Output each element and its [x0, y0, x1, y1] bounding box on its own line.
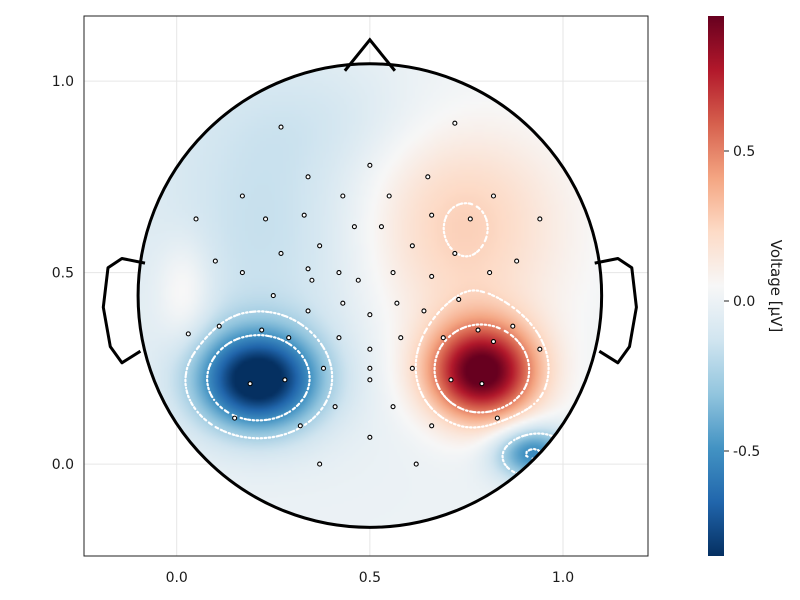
colorbar-tick-label: 0.5: [733, 144, 755, 160]
electrode-marker: [336, 335, 342, 341]
electrode-marker: [340, 300, 346, 306]
head-circle: [136, 62, 604, 529]
electrode-marker: [429, 273, 435, 279]
electrode-marker: [421, 308, 427, 314]
electrode-marker: [514, 258, 520, 264]
colorbar-gradient: [708, 16, 724, 556]
electrode-marker: [305, 174, 311, 180]
electrode-marker: [440, 335, 446, 341]
electrode-marker: [386, 193, 392, 199]
electrode-marker: [367, 312, 373, 318]
electrode-marker: [413, 461, 419, 467]
electrode-marker: [367, 377, 373, 383]
electrode-marker: [429, 423, 435, 429]
nose-shape: [343, 37, 397, 72]
electrode-marker: [490, 338, 497, 345]
head-outline: [101, 37, 638, 529]
electrode-marker: [216, 323, 222, 329]
electrode-marker: [398, 335, 404, 341]
electrode-marker: [340, 193, 346, 199]
electrode-marker: [355, 277, 361, 283]
electrode-marker: [309, 277, 315, 283]
axis-ticks: 0.0 0.5 1.0 0.0 0.5 1.0: [52, 74, 574, 586]
electrode-marker: [390, 404, 396, 410]
electrode-marker: [537, 346, 543, 352]
electrode-marker: [278, 124, 284, 130]
electrode-marker: [278, 250, 284, 256]
electrode-marker: [448, 377, 454, 383]
colorbar: -0.5 0.0 0.5 Voltage [µV]: [708, 16, 785, 556]
y-tick-label: 1.0: [52, 74, 74, 90]
electrode-marker: [336, 270, 342, 276]
electrode-marker: [305, 308, 311, 314]
electrode-marker: [301, 212, 307, 218]
y-tick-label: 0.5: [52, 266, 74, 282]
electrode-marker: [494, 415, 500, 421]
electrode-marker: [537, 216, 543, 222]
electrode-marker: [467, 216, 473, 222]
electrode-marker: [259, 327, 265, 333]
electrode-marker: [475, 327, 481, 333]
electrode-marker: [510, 323, 516, 329]
electrode-marker: [429, 212, 435, 218]
axes-frame: [83, 15, 649, 557]
electrode-marker: [394, 300, 400, 306]
x-tick-label: 1.0: [552, 570, 574, 586]
electrode-marker: [232, 415, 238, 421]
electrode-marker: [452, 120, 458, 126]
electrode-marker: [305, 266, 311, 272]
electrode-marker: [456, 296, 462, 302]
x-tick-label: 0.0: [166, 570, 188, 586]
electrode-marker: [367, 365, 373, 371]
contour-line: [414, 202, 550, 429]
electrode-marker: [247, 381, 253, 387]
electrode-marker: [297, 423, 303, 429]
electrode-marker: [239, 270, 245, 276]
electrode-marker: [270, 293, 276, 299]
electrode-marker: [286, 335, 292, 341]
x-tick-label: 0.5: [359, 570, 381, 586]
electrode-marker: [185, 331, 191, 337]
electrode-marker: [239, 193, 245, 199]
electrode-marker: [409, 365, 415, 371]
electrode-marker: [317, 461, 323, 467]
electrode-marker: [367, 162, 373, 168]
heatmap-image: [138, 63, 602, 528]
electrode-marker: [390, 270, 396, 276]
electrode-marker: [263, 216, 269, 222]
electrode-marker: [212, 258, 218, 264]
electrode-marker: [282, 377, 288, 383]
electrode-marker: [487, 270, 493, 276]
left-ear-shape: [101, 257, 146, 365]
electrode-marker: [332, 404, 338, 410]
electrode-marker: [317, 243, 323, 249]
electrode-marker: [479, 381, 485, 387]
colorbar-tick-label: -0.5: [733, 444, 760, 460]
electrode-marker: [490, 193, 497, 199]
colorbar-label: Voltage [µV]: [767, 240, 785, 333]
contour-line: [433, 323, 531, 414]
electrode-marker: [378, 224, 385, 230]
electrode-marker: [193, 216, 199, 222]
right-ear-shape: [594, 257, 638, 365]
electrode-marker: [367, 434, 373, 440]
electrode-marker: [425, 174, 431, 180]
voltage-heatmap: [138, 63, 602, 528]
electrode-marker: [320, 365, 327, 371]
electrode-marker: [409, 243, 415, 249]
colorbar-tick-label: 0.0: [733, 294, 755, 310]
electrode-marker: [351, 224, 357, 230]
electrode-marker: [452, 250, 458, 256]
electrode-marker: [367, 346, 373, 352]
electrodes: [185, 120, 543, 467]
y-tick-label: 0.0: [52, 457, 74, 473]
